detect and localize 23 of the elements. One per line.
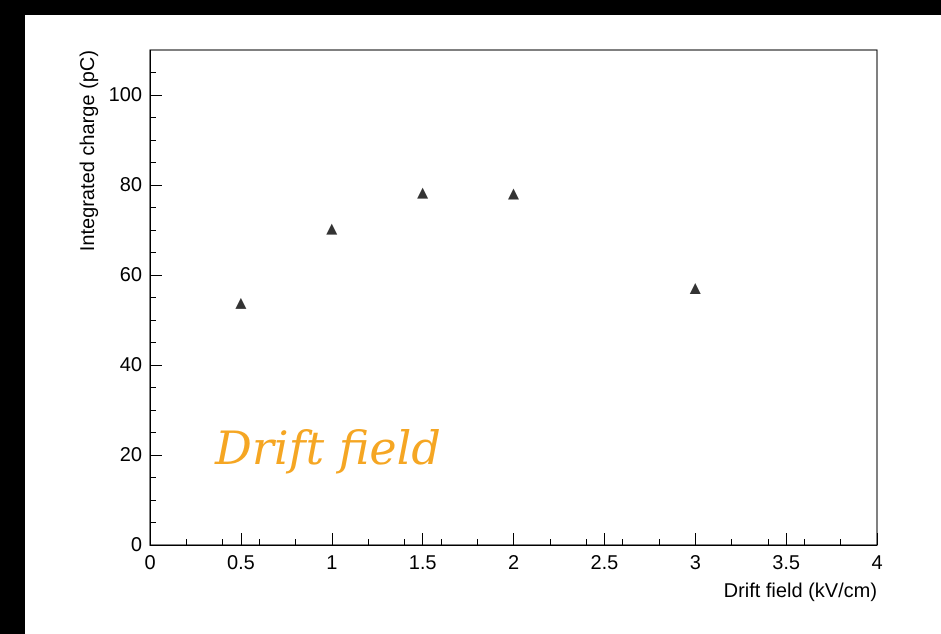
annotation: Drift field bbox=[214, 421, 441, 475]
y-axis-title: Integrated charge (pC) bbox=[77, 50, 99, 252]
point bbox=[326, 224, 338, 235]
y-tick-label: 80 bbox=[120, 174, 142, 196]
x-tick-label: 0 bbox=[144, 552, 156, 574]
x-tick-label: 2.5 bbox=[590, 552, 618, 574]
point bbox=[417, 188, 428, 199]
y-tick-label: 100 bbox=[108, 84, 142, 106]
y-tick-label: 60 bbox=[120, 264, 142, 286]
x-tick-label: 1.5 bbox=[408, 552, 437, 574]
x-tick-label: 3.5 bbox=[772, 552, 800, 574]
x-tick-label: 3 bbox=[690, 552, 701, 574]
point bbox=[508, 188, 519, 200]
x-tick-label: 4 bbox=[871, 552, 883, 574]
y-tick-label: 20 bbox=[120, 444, 142, 466]
x-tick-label: 1 bbox=[326, 552, 338, 574]
x-tick-label: 2 bbox=[508, 552, 520, 574]
x-tick-label: 0.5 bbox=[226, 552, 255, 574]
y-tick-label: 40 bbox=[120, 354, 142, 376]
y-tick-label: 0 bbox=[130, 534, 142, 556]
point bbox=[235, 298, 246, 309]
x-axis-title: Drift field (kV/cm) bbox=[724, 580, 877, 602]
point bbox=[690, 283, 701, 294]
